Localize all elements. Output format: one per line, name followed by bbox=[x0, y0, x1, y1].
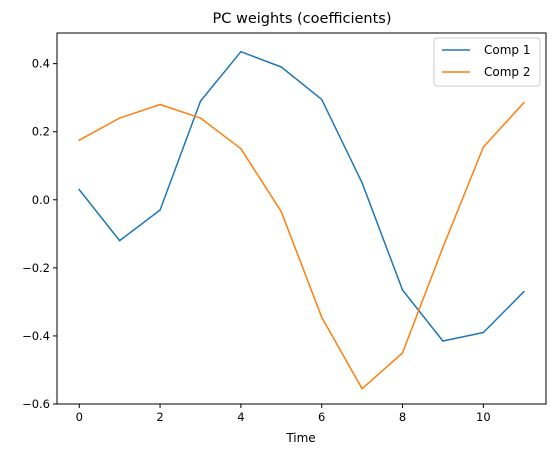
data-point bbox=[240, 147, 242, 150]
data-point bbox=[320, 316, 323, 318]
data-point bbox=[78, 139, 80, 141]
legend: Comp 1 Comp 2 bbox=[433, 37, 541, 87]
x-tick-label: 4 bbox=[237, 410, 244, 424]
data-point bbox=[199, 117, 202, 119]
data-point bbox=[78, 188, 80, 191]
legend-label-comp-1: Comp 1 bbox=[484, 43, 530, 57]
data-point bbox=[361, 182, 363, 184]
plot-frame bbox=[56, 32, 547, 405]
x-tick-label: 10 bbox=[476, 410, 491, 424]
data-point bbox=[482, 146, 485, 148]
y-tick-label: −0.6 bbox=[22, 397, 50, 411]
legend-label-comp-2: Comp 2 bbox=[484, 65, 530, 79]
y-axis-ticks: 0.4 0.2 0.0 −0.2 −0.4 −0.6 bbox=[22, 57, 57, 411]
data-point bbox=[523, 290, 525, 293]
x-tick-label: 8 bbox=[399, 410, 406, 424]
data-point bbox=[401, 289, 404, 291]
x-tick-label: 2 bbox=[156, 410, 163, 424]
data-point bbox=[442, 340, 444, 342]
data-point bbox=[482, 331, 485, 334]
x-tick-label: 6 bbox=[318, 410, 325, 424]
data-point bbox=[118, 117, 121, 119]
data-point bbox=[401, 352, 404, 354]
data-point bbox=[199, 100, 202, 102]
x-tick-label: 0 bbox=[76, 410, 83, 424]
series-line-1 bbox=[78, 50, 525, 342]
y-tick-label: 0.0 bbox=[32, 193, 50, 207]
y-tick-label: −0.4 bbox=[22, 329, 50, 343]
chart-title: PC weights (coefficients) bbox=[213, 11, 392, 27]
data-point bbox=[280, 210, 283, 213]
data-point bbox=[280, 66, 283, 68]
y-tick-label: 0.4 bbox=[32, 57, 50, 71]
y-tick-label: −0.2 bbox=[22, 261, 50, 275]
data-point bbox=[240, 50, 242, 53]
y-tick-label: 0.2 bbox=[32, 125, 50, 139]
series-line-2 bbox=[78, 101, 525, 390]
data-point bbox=[361, 387, 363, 390]
data-point bbox=[320, 98, 323, 101]
series-layer bbox=[78, 50, 525, 390]
data-point bbox=[118, 239, 121, 242]
data-point bbox=[159, 103, 161, 106]
data-point bbox=[159, 209, 161, 211]
x-axis-ticks: 0 2 4 6 8 10 bbox=[76, 404, 491, 424]
data-point bbox=[442, 246, 444, 249]
x-axis-label: Time bbox=[285, 431, 315, 445]
data-point bbox=[523, 102, 525, 104]
